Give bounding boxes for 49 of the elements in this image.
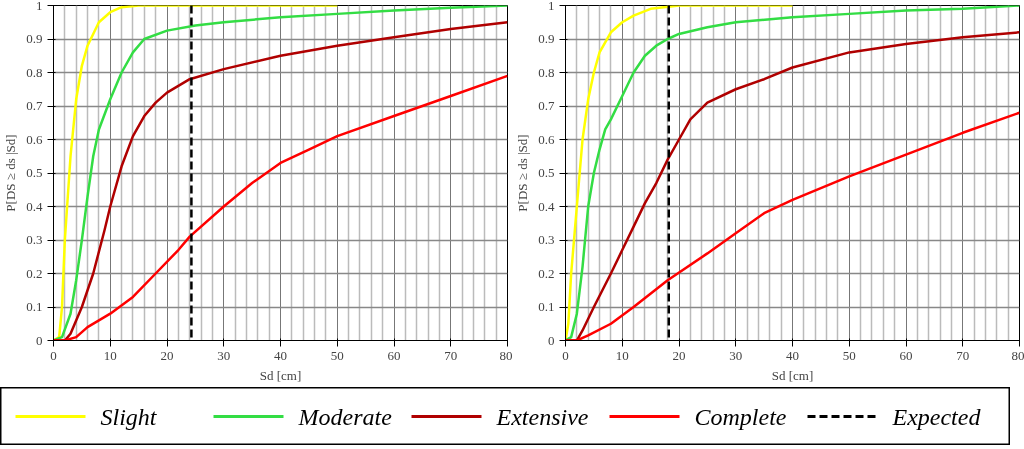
y-tick-label: 0.2 [26,265,43,281]
y-tick-label: 0.3 [538,232,555,247]
y-tick-label: 0.8 [538,64,555,80]
x-tick-label: 70 [956,347,970,363]
y-axis-title: P[DS ≥ ds |Sd] [515,134,531,212]
x-tick-label: 40 [786,347,799,363]
y-tick-label: 0.3 [26,232,43,247]
y-tick-label: 0.1 [26,299,43,314]
y-tick-label: 0 [548,332,555,348]
x-axis-title: Sd [cm] [771,367,814,383]
legend-label: Extensive [495,403,589,430]
x-tick-label: 60 [387,347,401,363]
x-tick-label: 20 [160,347,174,363]
legend-label: Complete [694,403,787,430]
legend-label: Expected [891,403,982,430]
x-axis-title: Sd [cm] [259,367,302,383]
y-axis-title: P[DS ≥ ds |Sd] [3,134,19,212]
y-tick-label: 0.4 [26,198,43,214]
y-tick-label: 0.7 [538,98,555,113]
x-tick-label: 80 [1011,347,1024,363]
legend-label: Moderate [297,403,393,430]
x-tick-label: 10 [615,347,629,363]
y-tick-label: 0.4 [538,198,555,214]
y-tick-label: 0.8 [26,64,43,80]
x-tick-label: 0 [562,347,569,363]
y-tick-label: 1 [548,0,555,13]
y-tick-label: 0.9 [538,31,555,46]
x-tick-label: 50 [842,347,856,363]
x-tick-label: 80 [499,347,513,363]
y-tick-label: 0.7 [26,98,43,113]
y-tick-label: 0.2 [538,265,555,281]
x-tick-label: 30 [217,347,231,363]
y-tick-label: 0 [36,332,43,348]
y-tick-label: 0.1 [538,299,555,314]
y-tick-label: 0.9 [26,31,43,46]
legend-label: Slight [100,403,158,430]
x-tick-label: 30 [729,347,743,363]
y-tick-label: 0.6 [538,131,555,147]
x-tick-label: 20 [672,347,686,363]
x-tick-label: 60 [899,347,913,363]
y-tick-label: 0.5 [26,165,43,180]
y-tick-label: 1 [36,0,43,13]
x-tick-label: 40 [274,347,287,363]
y-tick-label: 0.5 [538,165,555,180]
x-tick-label: 0 [50,347,57,363]
y-tick-label: 0.6 [26,131,43,147]
x-tick-label: 50 [330,347,344,363]
x-tick-label: 70 [444,347,458,363]
x-tick-label: 10 [103,347,117,363]
